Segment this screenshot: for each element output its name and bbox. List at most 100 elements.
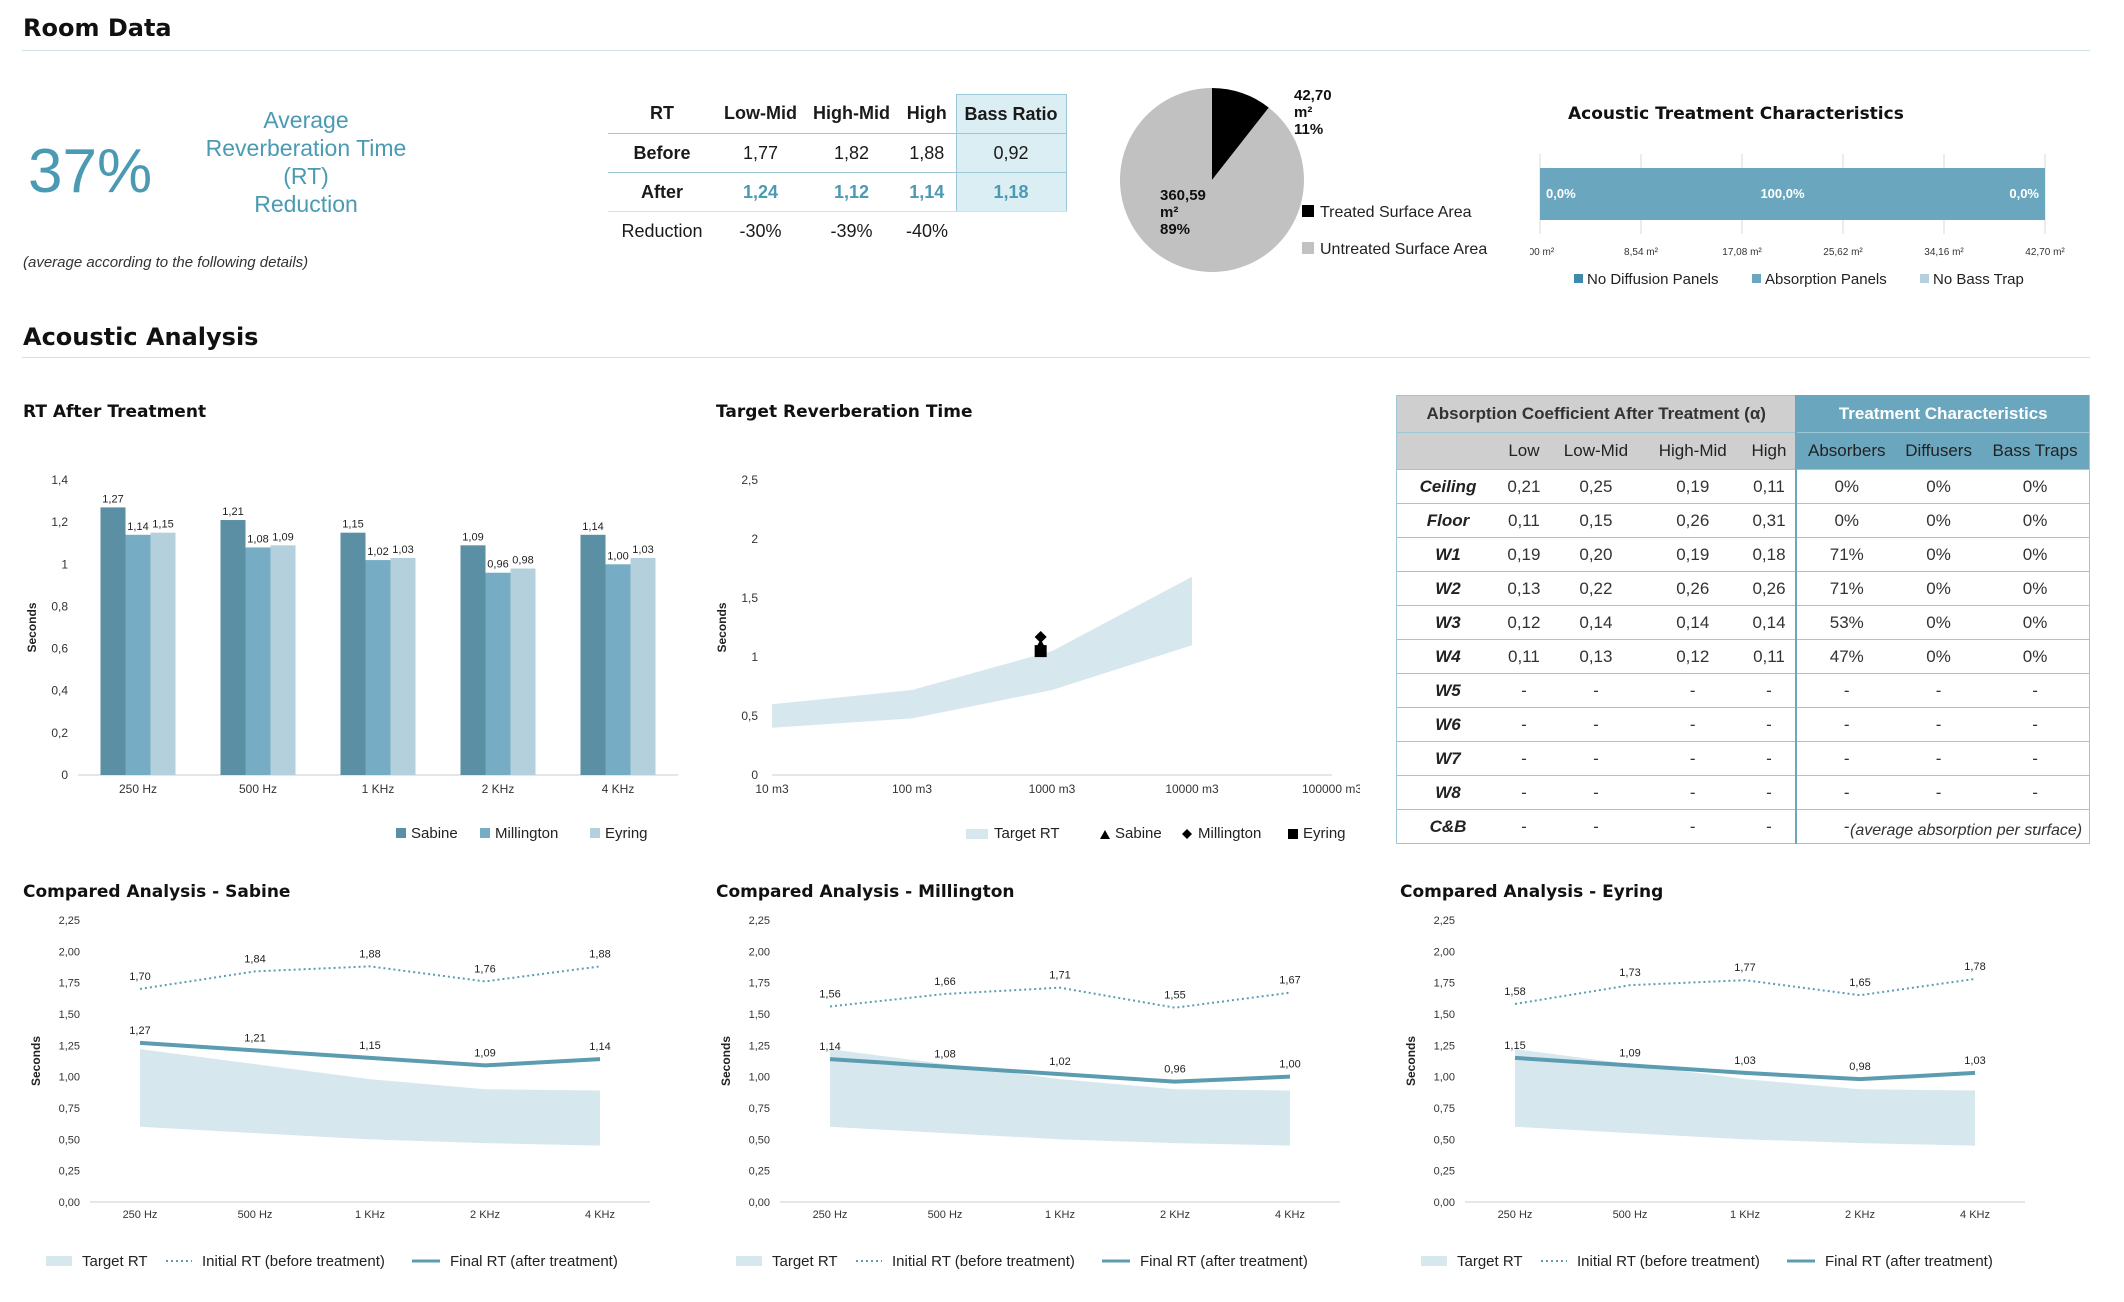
absorption-cell: 0,15 (1548, 503, 1643, 538)
absorption-cell: - (1981, 673, 2091, 708)
target-legend-label: Target RT (994, 825, 1060, 842)
absorption-cell: - (1499, 707, 1549, 742)
absorption-row: W8- - - - - - - (1396, 775, 2091, 810)
pie-data-label: m² (1294, 104, 1312, 121)
cmp-initial-data-label: 1,65 (1849, 977, 1870, 989)
room-data-divider (22, 50, 2090, 51)
absorption-cell: 0,14 (1742, 605, 1797, 640)
absorption-cell: - (1742, 673, 1797, 708)
absorption-cell: 71% (1795, 537, 1897, 572)
absorption-cell: - (1896, 809, 1982, 844)
absorption-cell: 0,13 (1548, 639, 1643, 674)
rt-after-x-tick: 2 KHz (482, 782, 515, 796)
cmp-y-tick: 1,25 (59, 1040, 80, 1052)
absorption-row: W2 0,13 0,22 0,26 0,26 71% 0% 0% (1396, 571, 2091, 606)
absorption-cell: - (1642, 741, 1743, 776)
cmp-y-tick: 2,25 (749, 915, 770, 927)
absorption-cell: - (1548, 775, 1643, 810)
cmp-y-tick: 0,25 (59, 1166, 80, 1178)
absorption-cell: - (1981, 775, 2091, 810)
absorption-cell: - (1642, 707, 1743, 742)
cmp-initial-rt-line (139, 965, 601, 990)
cmp-legend-label: Target RT (82, 1253, 148, 1270)
cmp-x-tick: 1 KHz (1045, 1209, 1075, 1221)
absorption-cell: 0% (1981, 639, 2091, 674)
absorption-cell: - (1795, 673, 1897, 708)
rt-cell: 1,77 (716, 133, 805, 173)
rt-after-y-tick: 0 (61, 768, 68, 782)
absorption-surface-label: W6 (1396, 707, 1499, 742)
cmp-x-tick: 500 Hz (1613, 1209, 1648, 1221)
rt-cell: 1,82 (804, 133, 898, 173)
treatment-x-tick: 42,70 m² (2025, 247, 2065, 258)
rt-reduction-label-line: Reverberation Time (205, 135, 407, 161)
treatment-data-label: 100,0% (1760, 186, 1805, 201)
rt-after-treatment-chart: 0 0,2 0,4 0,6 0,8 1 1,2 1,4 Seconds 1,27 1,14 1,15 2… (25, 473, 678, 842)
cmp-initial-data-label: 1,77 (1734, 962, 1755, 974)
cmp-x-tick: 250 Hz (1498, 1209, 1533, 1221)
cmp-legend-label: Final RT (after treatment) (1140, 1253, 1308, 1270)
absorption-cell: 53% (1795, 605, 1897, 640)
rt-after-bar (150, 532, 176, 775)
absorption-cell: 0,19 (1642, 537, 1743, 572)
rt-after-bar (125, 534, 151, 775)
rt-after-bar (365, 560, 391, 775)
target-legend-label: Millington (1198, 825, 1261, 842)
treatment-data-label: 0,0% (1546, 186, 1576, 201)
cmp-initial-data-label: 1,70 (129, 971, 150, 983)
treatment-x-tick: 8,54 m² (1624, 247, 1659, 258)
pie-legend-swatch (1302, 242, 1314, 254)
rt-reduction-label-line: Average (263, 107, 349, 133)
rt-after-bar (580, 534, 606, 775)
pie-slice-untreated (1120, 88, 1304, 273)
absorption-surface-label: W2 (1396, 571, 1499, 606)
cmp-initial-data-label: 1,84 (244, 953, 265, 965)
target-y-tick: 2,5 (741, 473, 758, 487)
absorption-corner-cell (1396, 432, 1499, 470)
target-y-tick: 2 (751, 532, 758, 546)
absorption-cell: 0% (1896, 571, 1982, 606)
target-y-tick: 1,5 (741, 591, 758, 605)
treatment-legend-swatch (1752, 274, 1761, 283)
absorption-cell: - (1896, 775, 1982, 810)
cmp-y-tick: 1,75 (59, 978, 80, 990)
rt-cell (956, 212, 1066, 251)
absorption-cell: 0% (1981, 537, 2091, 572)
absorption-cell: 0,11 (1499, 639, 1549, 674)
pie-data-label: 11% (1294, 121, 1323, 138)
cmp-initial-data-label: 1,88 (359, 948, 380, 960)
rt-after-legend-label: Sabine (411, 825, 458, 842)
cmp-y-tick: 0,25 (749, 1166, 770, 1178)
treatment-x-tick: 34,16 m² (1924, 247, 1964, 258)
treatment-data-label: 0,0% (2009, 186, 2039, 201)
rt-header-cell: RT (650, 103, 674, 124)
cmp-y-tick: 0,00 (59, 1197, 80, 1209)
treatment-x-tick: ,00 m² (1530, 247, 1555, 258)
cmp-y-tick: 1,75 (749, 978, 770, 990)
pie-legend-swatch (1302, 205, 1314, 217)
cmp-x-tick: 250 Hz (813, 1209, 848, 1221)
cmp-y-tick: 1,25 (1434, 1040, 1455, 1052)
cmp-legend-swatch (1421, 1256, 1447, 1266)
absorption-surface-label: W4 (1396, 639, 1499, 674)
target-rt-chart: 0 0,5 1 1,5 2 2,5 10 m3 100 m3 1000 m3 10000 m3 10… (715, 473, 1360, 842)
rt-after-bar (340, 532, 366, 775)
room-data-note: (average according to the following deta… (23, 254, 309, 271)
rt-after-bar (100, 507, 126, 775)
absorption-cell: - (1896, 741, 1982, 776)
absorption-note: (average absorption per surface) (1850, 822, 2083, 839)
absorption-row: W6- - - - - - - (1396, 707, 2091, 742)
absorption-cell: - (1548, 707, 1643, 742)
rt-after-data-label: 1,03 (392, 544, 413, 556)
cmp-final-data-label: 0,98 (1849, 1061, 1870, 1073)
target-y-tick: 0,5 (741, 709, 758, 723)
cmp-y-tick: 1,00 (59, 1072, 80, 1084)
cmp-y-tick: 1,00 (749, 1072, 770, 1084)
absorption-cell: 0,19 (1499, 537, 1549, 572)
absorption-cell: - (1499, 741, 1549, 776)
target-point-millington (1034, 630, 1047, 643)
absorption-cell: 0,18 (1742, 537, 1797, 572)
cmp-final-data-label: 1,27 (129, 1025, 150, 1037)
cmp-final-rt-line (1514, 1055, 1976, 1082)
